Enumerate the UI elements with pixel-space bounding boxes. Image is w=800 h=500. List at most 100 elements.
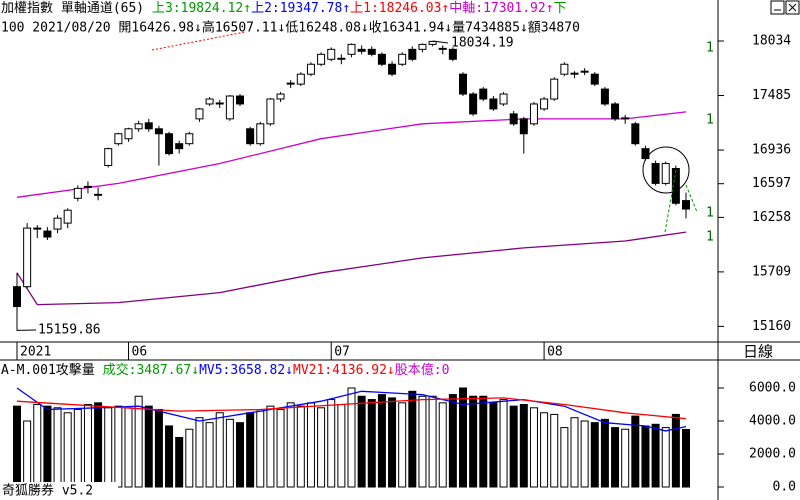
volume-bar [418,395,427,488]
candle-body [256,123,265,145]
y-tick-label: 4000.0 [749,414,796,429]
volume-bar [266,405,275,488]
volume-bar [560,427,569,488]
candle-body [43,230,52,238]
volume-bar [590,422,599,488]
volume-bar [236,422,244,488]
header-segment: 中軸:17301.92↑ [449,1,553,16]
candle-body [114,133,123,145]
header-line-2: 100 2021/08/20 開16426.98↓高16507.11↓低1624… [1,20,580,36]
y-tick-label: 6000.0 [749,381,796,396]
candle-body [357,48,366,52]
volume-bar [428,395,437,488]
x-tick-label: 08 [547,345,563,360]
candle-body [165,133,174,155]
candle-body [590,73,599,85]
footer: 奇狐勝券 v5.2 [2,483,93,499]
volume-bar [195,417,204,488]
volume-bar [53,407,62,488]
candle-body [266,98,275,125]
candle-body [23,227,32,288]
minimize-button[interactable] [770,0,785,15]
candle-body [225,95,234,120]
volume-bar [296,405,305,488]
volume-bar [276,408,285,488]
y-tick-label: 2000.0 [749,447,796,462]
volume-bar [104,407,113,488]
volume-bar [124,407,133,488]
volume-bar [651,423,660,488]
volume-header: A-M.001攻擊量 成交:3487.67↓MV5:3658.82↓MV21:4… [1,362,449,378]
candle-body [600,88,609,105]
candle-body [560,63,569,75]
line-series [16,111,687,198]
candle-body [682,200,690,210]
candle-body [489,98,498,110]
candle-body [63,209,72,224]
candle-body [377,53,386,65]
y-tick-label: 16258 [752,210,791,225]
y-tick-label: 17485 [752,88,791,103]
candle-body [236,95,244,105]
volume-bar [631,415,640,488]
header-segment: 下 [554,1,567,16]
y-tick-label: 0.0 [773,479,796,494]
volume-bar [347,387,356,488]
volume-bar [256,410,265,488]
volume-bar [469,395,478,488]
header-segment: 上1:18246.03↑ [350,1,449,16]
candle-body [134,123,143,130]
volume-bar [337,404,346,488]
volume-bar [94,402,103,488]
volume-bar [144,405,153,488]
candle-body [408,48,417,60]
volume-bar [327,399,336,488]
y-tick-label: 15709 [752,264,791,279]
candle-body [327,48,336,60]
volume-bar [33,404,42,488]
candle-body [296,73,305,85]
header-segment: MV5:3658.82↓ [199,363,293,378]
candle-body [33,227,42,230]
header-segment: 上3:19824.12↑ [152,1,251,16]
volume-bar [43,405,52,488]
volume-bar [641,425,650,488]
volume-bar [205,422,214,488]
header-segment: 股本億:0 [395,362,450,378]
candle-body [641,148,650,160]
volume-bar [661,427,670,488]
candle-body [651,163,660,184]
volume-bar [165,425,174,488]
highlight-circle [642,146,690,194]
volume-bar [550,413,559,488]
candle-body [509,113,518,125]
candle-body [388,63,397,75]
footer-bg [0,482,118,500]
volume-bar [63,412,72,488]
candle-body [448,48,457,60]
side-mark: 1 [706,206,714,221]
annotation: 15159.86 [38,323,101,338]
volume-bar [13,405,21,488]
volume-bar [185,428,194,488]
candle-body [418,43,427,50]
line-series [16,397,687,420]
candle-body [621,117,630,120]
volume-bar [459,387,467,488]
candle-body [398,53,407,65]
volume-bar [215,412,224,488]
candle-body [104,148,113,167]
candle-body [479,88,488,100]
candle-body [529,103,538,125]
close-icon [788,3,797,12]
candle-body [469,93,478,115]
candle-body [215,102,224,105]
volume-bar [114,405,123,488]
volume-bar [398,402,407,488]
volume-bar [611,427,620,488]
volume-bar [73,408,82,488]
y-tick-label: 16936 [752,143,791,158]
volume-bar [580,420,589,488]
candle-body [317,53,326,65]
